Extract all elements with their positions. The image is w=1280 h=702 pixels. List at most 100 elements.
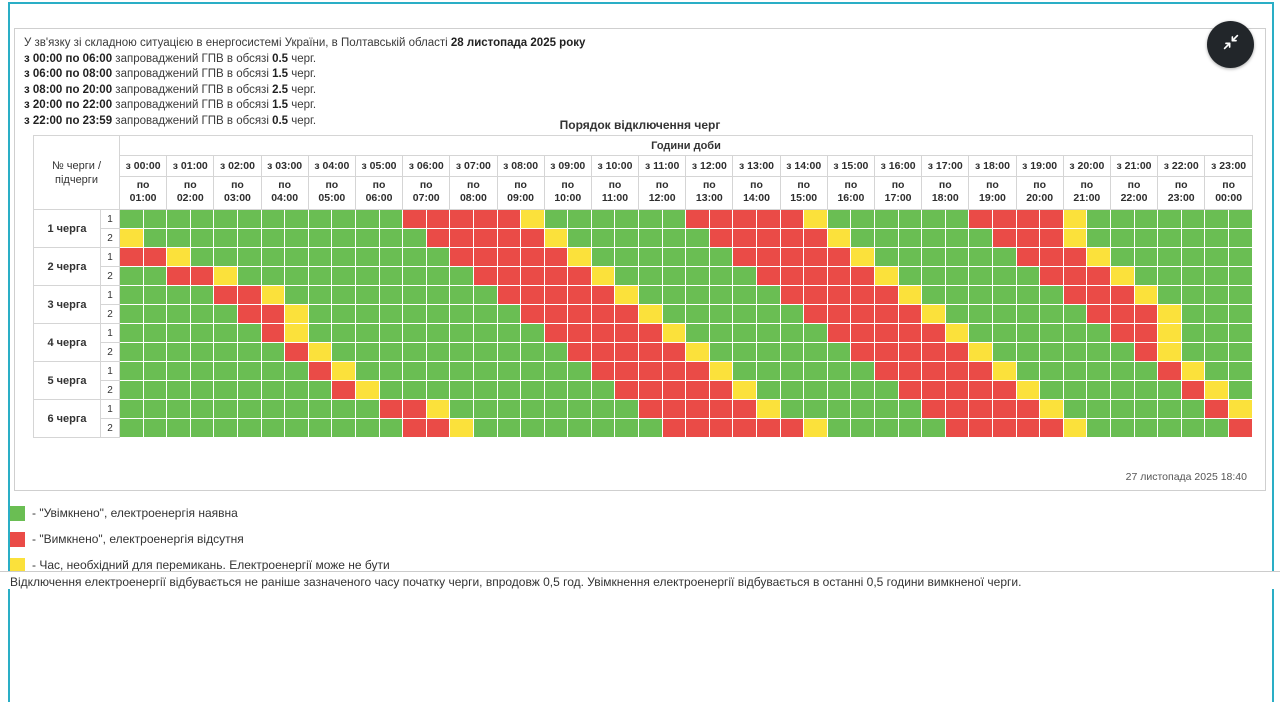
schedule-cell [614, 228, 640, 248]
schedule-row: 5 черга 1 [33, 361, 1254, 400]
legend-item: - "Вимкнено", електроенергія відсутня [10, 526, 390, 552]
schedule-cell [1227, 342, 1254, 362]
schedule-cell [944, 399, 970, 419]
schedule-cell [1109, 323, 1135, 343]
schedule-cell [685, 418, 710, 438]
schedule-cell [119, 380, 144, 400]
schedule-cell [1204, 342, 1229, 362]
schedule-cell [449, 228, 474, 248]
schedule-cell [897, 361, 923, 381]
schedule-cell [1227, 266, 1254, 286]
schedule-cell [354, 380, 380, 400]
schedule-cell [166, 247, 191, 267]
schedule-cell [496, 399, 522, 419]
schedule-cell [661, 266, 687, 286]
schedule-cell [260, 361, 286, 381]
schedule-cell [520, 399, 545, 419]
schedule-cell [638, 342, 663, 362]
schedule-cell [614, 323, 640, 343]
schedule-cell [590, 228, 616, 248]
schedule-cell [991, 266, 1017, 286]
schedule-cell [1086, 285, 1111, 305]
schedule-cell [472, 228, 498, 248]
schedule-cell [425, 361, 451, 381]
schedule-cell [449, 361, 474, 381]
schedule-cell [1039, 285, 1064, 305]
schedule-cell [590, 342, 616, 362]
schedule-cell [1015, 285, 1041, 305]
hour-column-header: з 10:00 по 11:00 [590, 155, 640, 210]
schedule-cell [1039, 247, 1064, 267]
collapse-button[interactable] [1207, 21, 1254, 68]
schedule-cell [779, 342, 805, 362]
schedule-cell [1204, 418, 1229, 438]
schedule-cell [897, 418, 923, 438]
schedule-cell [1180, 304, 1206, 324]
schedule-cell [284, 285, 309, 305]
hour-column-header: з 00:00 по 01:00 [118, 155, 168, 210]
schedule-cell [260, 247, 286, 267]
hour-column-header: з 05:00 по 06:00 [354, 155, 404, 210]
table-title: Порядок відключення черг [559, 118, 721, 132]
schedule-cell [732, 418, 758, 438]
announcement-line: з 08:00 по 20:00 запроваджений ГПВ в обс… [24, 83, 317, 96]
schedule-cell [944, 247, 970, 267]
schedule-cell [307, 380, 333, 400]
schedule-cell [1015, 418, 1041, 438]
schedule-cell [402, 247, 427, 267]
schedule-table-wrap: № черги / підчерги Години доби з 00:00 по 0… [33, 135, 1254, 438]
schedule-cell [119, 285, 144, 305]
schedule-cell [661, 209, 687, 229]
schedule-cell [1086, 342, 1111, 362]
schedule-cell [1180, 418, 1206, 438]
schedule-cell [968, 380, 993, 400]
schedule-cell [1227, 285, 1254, 305]
schedule-cell [779, 285, 805, 305]
schedule-cell [425, 418, 451, 438]
schedule-cell [803, 209, 828, 229]
schedule-cell [236, 209, 262, 229]
schedule-cell [779, 418, 805, 438]
schedule-cell [968, 209, 993, 229]
schedule-cell [402, 209, 427, 229]
schedule-cell [166, 380, 191, 400]
schedule-cell [166, 209, 191, 229]
schedule-cell [1086, 266, 1111, 286]
schedule-cell [1062, 342, 1088, 362]
schedule-cell [1180, 399, 1206, 419]
schedule-cell [850, 247, 875, 267]
schedule-cell [1157, 418, 1182, 438]
schedule-cell [1062, 399, 1088, 419]
schedule-cell [425, 285, 451, 305]
schedule-cell [260, 418, 286, 438]
schedule-cell [1109, 361, 1135, 381]
schedule-cell [614, 266, 640, 286]
schedule-cell [1157, 323, 1182, 343]
schedule-cell [638, 323, 663, 343]
schedule-cell [732, 266, 758, 286]
schedule-cell [614, 247, 640, 267]
schedule-cell [425, 380, 451, 400]
schedule-cell [1039, 342, 1064, 362]
schedule-cell [449, 380, 474, 400]
schedule-cell [567, 266, 592, 286]
schedule-cell [520, 418, 545, 438]
schedule-cell [378, 399, 404, 419]
schedule-cell [661, 228, 687, 248]
queue-label: 2 черга [33, 247, 101, 286]
schedule-cell [236, 285, 262, 305]
schedule-cell [142, 304, 168, 324]
schedule-cell [708, 342, 734, 362]
schedule-cell [378, 342, 404, 362]
schedule-cell [307, 304, 333, 324]
schedule-cell [425, 342, 451, 362]
schedule-cell [520, 266, 545, 286]
schedule-cell [826, 304, 852, 324]
schedule-cell [1015, 209, 1041, 229]
schedule-cell [284, 323, 309, 343]
schedule-cell [991, 342, 1017, 362]
schedule-cell [1180, 323, 1206, 343]
schedule-cell [1015, 380, 1041, 400]
schedule-cell [1015, 323, 1041, 343]
schedule-cell [354, 323, 380, 343]
